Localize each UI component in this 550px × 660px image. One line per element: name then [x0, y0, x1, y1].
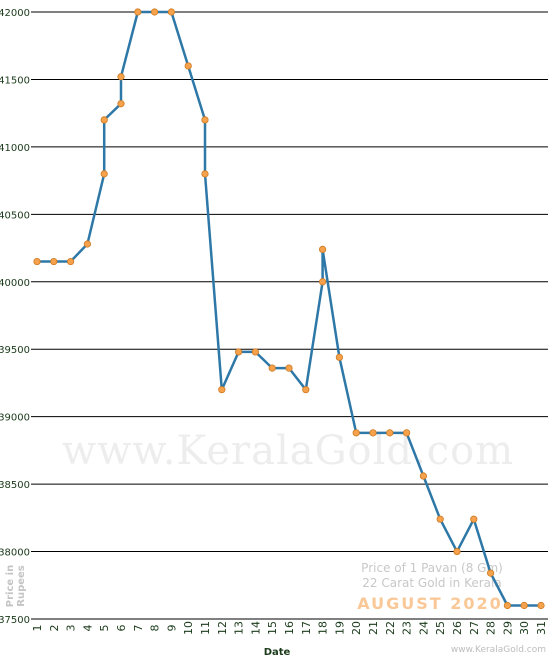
x-tick-label: 21 [367, 621, 380, 635]
y-tick-label: 39000 [0, 413, 30, 424]
data-point [67, 257, 75, 266]
y-tick-labels: 37500 38000 38500 39000 39500 40000 40500 41000… [0, 8, 30, 626]
data-point [235, 348, 243, 356]
x-tick-label: 29 [501, 621, 514, 635]
data-point [537, 601, 545, 610]
x-tick-label: 14 [249, 621, 262, 635]
data-point [251, 348, 259, 356]
data-point [285, 364, 293, 372]
x-tick-label: 20 [350, 621, 363, 635]
y-tick-label: 37500 [0, 615, 30, 626]
x-tick-label: 19 [333, 621, 346, 635]
data-point [100, 170, 108, 178]
data-point [520, 601, 528, 610]
data-point [386, 429, 394, 437]
y-tick-label: 38000 [0, 548, 30, 559]
data-point [184, 62, 192, 70]
x-tick-label: 17 [300, 621, 313, 635]
x-tick-label: 16 [283, 621, 296, 635]
x-tick-label: 12 [216, 621, 229, 635]
y-tick-label: 41000 [0, 143, 30, 154]
x-tick-label: 1 [31, 625, 44, 632]
grid-lines [31, 11, 548, 620]
data-point [318, 278, 327, 286]
x-tick-label: 2 [48, 625, 61, 632]
y-tick-label: 42000 [0, 8, 30, 19]
data-point [167, 8, 175, 16]
x-tick-label: 31 [535, 621, 548, 635]
data-point [268, 364, 276, 372]
x-tick-label: 25 [434, 621, 447, 635]
data-point [151, 8, 159, 16]
data-point [134, 8, 142, 16]
site-credit: www.KeralaGold.com [451, 645, 546, 655]
data-point [201, 170, 209, 178]
data-point [453, 547, 461, 556]
x-tick-label: 4 [81, 625, 94, 632]
data-point [33, 257, 41, 266]
x-tick-label: 23 [401, 621, 414, 635]
data-point [436, 515, 444, 523]
y-tick-label: 41500 [0, 75, 30, 86]
x-tick-label: 9 [165, 625, 178, 632]
data-point [83, 240, 92, 248]
x-tick-label: 22 [384, 621, 397, 635]
data-point [100, 116, 108, 124]
x-tick-label: 30 [518, 621, 531, 635]
data-point [302, 386, 310, 394]
data-point [486, 569, 495, 577]
chart-caption-line1: Price of 1 Pavan (8 Gm) [361, 561, 503, 575]
data-point [419, 472, 427, 480]
x-tick-label: 15 [266, 621, 279, 635]
y-tick-label: 40500 [0, 210, 30, 221]
x-tick-label: 24 [417, 621, 430, 635]
price-series [33, 8, 545, 610]
data-point [470, 515, 478, 523]
x-tick-labels: 1 2 3 4 5 6 7 8 9 10 11 12 13 14 15 16 17 18 19 20 21 22 23 24 2… [31, 621, 548, 635]
data-point [318, 245, 327, 254]
y-axis-label-line2: Rupees [16, 565, 27, 607]
data-point [335, 353, 343, 361]
x-tick-label: 10 [182, 621, 195, 635]
x-tick-label: 26 [451, 621, 464, 635]
x-tick-label: 27 [468, 621, 481, 635]
data-point [218, 386, 226, 394]
x-axis-label: Date [264, 647, 291, 658]
data-point [117, 100, 125, 108]
chart-caption-line2: 22 Carat Gold in Kerala [362, 576, 501, 590]
y-tick-label: 40000 [0, 278, 30, 289]
data-point [50, 257, 58, 266]
data-point [117, 73, 125, 81]
data-point [369, 429, 377, 437]
x-tick-label: 8 [149, 625, 162, 632]
x-tick-label: 5 [98, 625, 111, 632]
chart-month-label: AUGUST 2020 [357, 594, 503, 613]
x-tick-label: 13 [233, 621, 246, 635]
x-tick-label: 3 [65, 625, 78, 632]
y-tick-label: 39500 [0, 345, 30, 356]
data-point [201, 116, 209, 124]
x-tick-label: 18 [317, 621, 330, 635]
x-tick-label: 7 [132, 625, 145, 632]
y-tick-label: 38500 [0, 480, 30, 491]
y-axis-label-line1: Price in [5, 565, 16, 607]
watermark: www.KeralaGold.com [62, 428, 514, 474]
x-tick-label: 28 [485, 621, 498, 635]
x-tick-label: 11 [199, 621, 212, 635]
data-point [503, 601, 511, 610]
data-point [402, 429, 411, 437]
price-line [37, 10, 541, 607]
x-tick-label: 6 [115, 625, 128, 632]
data-point [352, 429, 360, 437]
